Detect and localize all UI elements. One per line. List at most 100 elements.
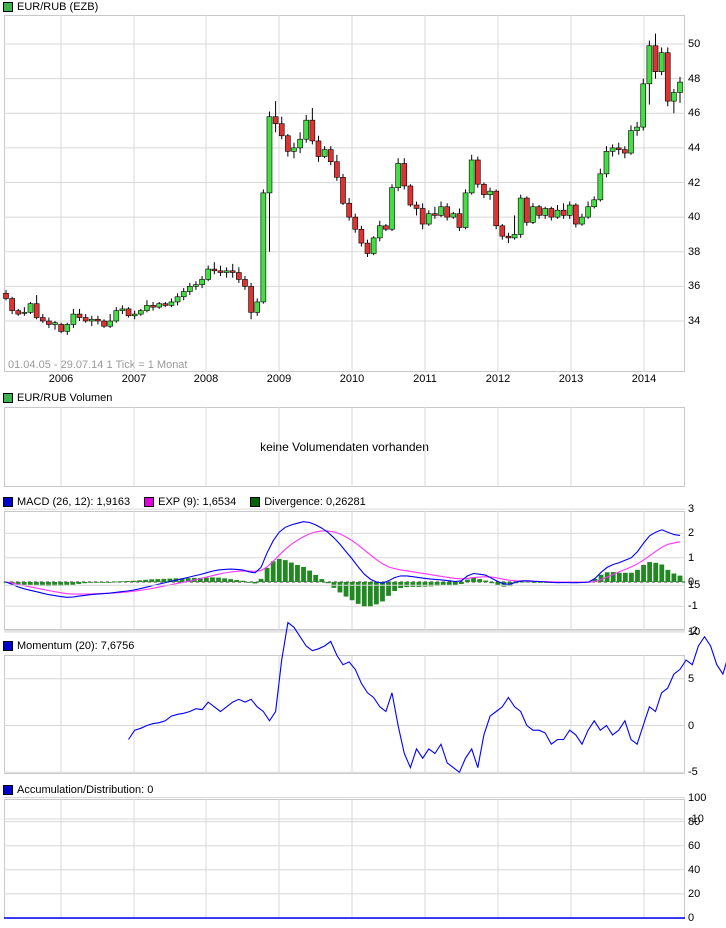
divergence-bar [610, 572, 616, 582]
candle-body [474, 159, 481, 185]
candle-body [597, 173, 604, 201]
divergence-bar [15, 582, 21, 585]
candle-body [554, 209, 561, 218]
candle-body [193, 284, 199, 287]
divergence-bar [313, 574, 319, 582]
candle-body [419, 208, 426, 225]
divergence-legend-swatch [250, 497, 261, 507]
ad-legend-swatch [3, 785, 13, 795]
divergence-bar [295, 564, 300, 582]
price-y-tick: 40 [688, 211, 701, 224]
price-x-tick: 2008 [193, 373, 219, 385]
divergence-bar [27, 582, 33, 586]
price-x-tick: 2006 [48, 373, 74, 385]
divergence-bar [525, 581, 531, 583]
divergence-bar [319, 579, 325, 582]
divergence-bar [416, 582, 422, 587]
candle-body [511, 234, 518, 239]
candle-body [21, 312, 28, 314]
divergence-bar [282, 560, 288, 582]
candle-body [101, 320, 107, 327]
divergence-bar [210, 577, 215, 582]
candle-body [3, 292, 9, 299]
macd-y-tick: -1 [688, 600, 698, 613]
price-y-tick: 48 [688, 72, 701, 85]
candle-body [517, 197, 524, 235]
candle-body [15, 310, 22, 315]
date-range-label: 01.04.05 - 29.07.14 1 Tick = 1 Monat [8, 359, 188, 371]
candle-body [493, 190, 499, 227]
candle-body [27, 303, 34, 313]
ad-y-tick: 20 [688, 887, 701, 900]
candle-body [352, 216, 359, 230]
candle-body [364, 242, 371, 254]
divergence-bar [355, 582, 361, 604]
divergence-bar [131, 580, 136, 582]
price-x-tick: 2009 [266, 373, 292, 385]
divergence-bar [495, 582, 501, 586]
divergence-bar [531, 582, 537, 583]
volume-legend: EUR/RUB Volumen [3, 391, 126, 405]
divergence-bar [361, 582, 367, 607]
divergence-bar [380, 582, 385, 602]
candle-body [156, 303, 162, 308]
divergence-bar [167, 578, 173, 582]
divergence-bar [258, 578, 264, 582]
divergence-bar [641, 564, 646, 582]
divergence-bar [452, 582, 458, 586]
divergence-bar [537, 582, 543, 583]
candle-body [236, 272, 242, 280]
candle-body [603, 151, 610, 175]
divergence-bar [592, 578, 598, 582]
divergence-bar [88, 582, 94, 583]
divergence-bar [440, 582, 446, 586]
candle-body [82, 317, 89, 322]
candle-body [107, 320, 113, 327]
divergence-bar [106, 582, 112, 583]
divergence-bar [386, 582, 391, 596]
candle-body [327, 149, 334, 163]
divergence-bar [653, 562, 659, 582]
candle-body [346, 202, 352, 218]
candle-body [229, 270, 236, 273]
macd-y-tick: 1 [688, 551, 695, 564]
divergence-bar [483, 580, 489, 582]
price-legend-label: EUR/RUB (EZB) [17, 1, 99, 13]
candle-body [671, 92, 677, 102]
momentum-y-tick: 10 [688, 626, 701, 638]
candle-body [658, 52, 665, 73]
candle-body [144, 305, 150, 311]
divergence-bar [197, 577, 203, 582]
candle-body [248, 286, 254, 313]
divergence-bar [392, 582, 398, 591]
divergence-bar [410, 582, 416, 587]
price-x-tick: 2007 [121, 373, 147, 385]
divergence-bar [367, 582, 373, 607]
candle-body [481, 183, 487, 195]
divergence-bar [252, 582, 258, 584]
candle-body [168, 301, 175, 306]
divergence-bar [598, 574, 604, 582]
divergence-bar [155, 579, 161, 582]
divergence-bar [434, 582, 440, 586]
candle-body [376, 225, 383, 239]
macd-y-tick: -2 [688, 624, 698, 637]
macd-legend-label: MACD (26, 12): 1,9163 [17, 496, 131, 508]
divergence-legend-label: Divergence: 0,26281 [264, 496, 366, 508]
divergence-bar [677, 575, 683, 582]
divergence-bar [489, 582, 495, 584]
divergence-bar [659, 564, 665, 582]
divergence-bar [404, 582, 410, 588]
price-legend-swatch [3, 2, 13, 12]
ad-y-tick: 80 [688, 815, 701, 828]
candle-body [425, 213, 432, 225]
divergence-bar [33, 582, 39, 586]
ad-legend-label: Accumulation/Distribution: 0 [17, 784, 154, 796]
divergence-bar [459, 582, 464, 584]
divergence-bar [58, 582, 64, 586]
divergence-bar [647, 562, 653, 582]
candle-body [530, 206, 536, 223]
momentum-legend: Momentum (20): 7,6756 [3, 639, 148, 653]
price-x-tick: 2014 [631, 373, 657, 385]
